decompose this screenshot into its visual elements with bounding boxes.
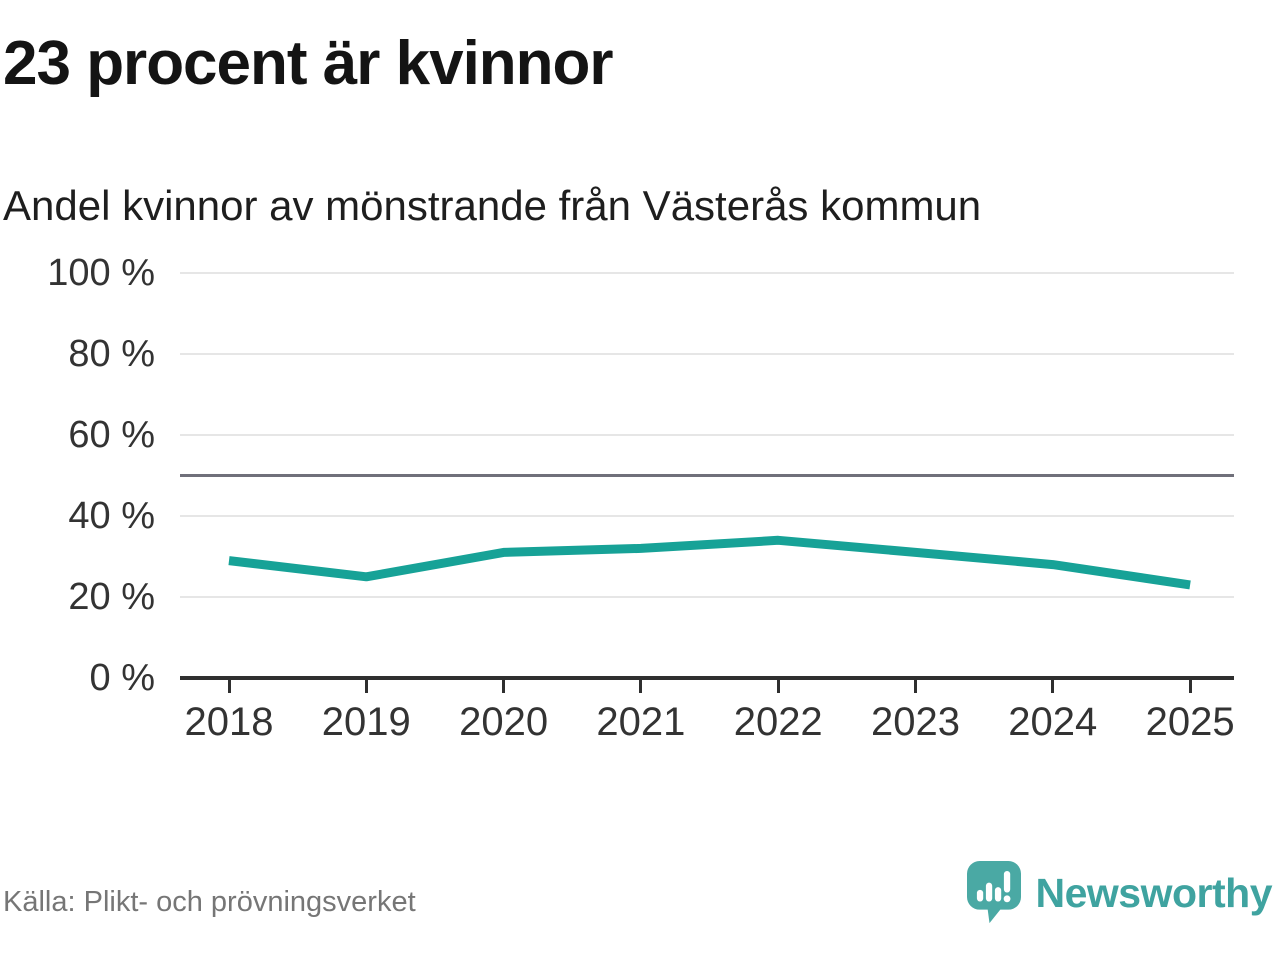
y-axis-label-40: 40 % xyxy=(68,495,155,537)
gridline-100 xyxy=(180,272,1234,274)
x-axis-label-2021: 2021 xyxy=(596,700,686,744)
x-axis-label-2018: 2018 xyxy=(184,700,274,744)
y-axis-label-80: 80 % xyxy=(68,333,155,375)
chart-subtitle: Andel kvinnor av mönstrande från Västerå… xyxy=(3,182,982,229)
x-tick-2022 xyxy=(776,680,780,693)
gridline-20 xyxy=(180,596,1234,598)
y-axis-label-0: 0 % xyxy=(89,657,155,699)
brand-name: Newsworthy xyxy=(1035,870,1273,916)
source-note: Källa: Plikt- och prövningsverket xyxy=(3,886,416,918)
x-axis-label-2020: 2020 xyxy=(459,700,549,744)
x-tick-2025 xyxy=(1188,680,1192,693)
gridline-60 xyxy=(180,434,1234,436)
y-axis-label-100: 100 % xyxy=(47,252,155,294)
x-axis-label-2023: 2023 xyxy=(871,700,960,744)
x-axis-label-2019: 2019 xyxy=(321,700,411,744)
y-axis-label-60: 60 % xyxy=(68,414,155,456)
x-axis-line xyxy=(180,676,1234,680)
chart-title: 23 procent är kvinnor xyxy=(3,29,614,98)
x-tick-2018 xyxy=(227,680,231,693)
x-axis-labels: 2018 2019 2020 2021 2022 2023 2024 2025 xyxy=(180,700,1235,750)
plot-area xyxy=(180,272,1234,693)
x-axis-label-2022: 2022 xyxy=(733,700,823,744)
x-tick-2019 xyxy=(364,680,368,693)
y-axis-label-20: 20 % xyxy=(68,576,155,618)
x-tick-2024 xyxy=(1051,680,1055,693)
x-tick-2023 xyxy=(914,680,917,693)
x-tick-2020 xyxy=(502,680,506,693)
x-axis-label-2025: 2025 xyxy=(1145,700,1235,744)
brand-logo: Newsworthy xyxy=(966,860,1273,926)
x-tick-2021 xyxy=(639,680,643,693)
gridline-40 xyxy=(180,515,1234,517)
gridline-80 xyxy=(180,353,1234,355)
x-axis-label-2024: 2024 xyxy=(1008,700,1098,744)
y-axis-labels: 0 % 20 % 40 % 60 % 80 % 100 % xyxy=(0,252,155,699)
reference-line-50 xyxy=(180,474,1234,477)
series-line xyxy=(228,535,1191,590)
data-line xyxy=(228,535,1191,590)
newsworthy-bubble-icon xyxy=(966,861,1021,924)
